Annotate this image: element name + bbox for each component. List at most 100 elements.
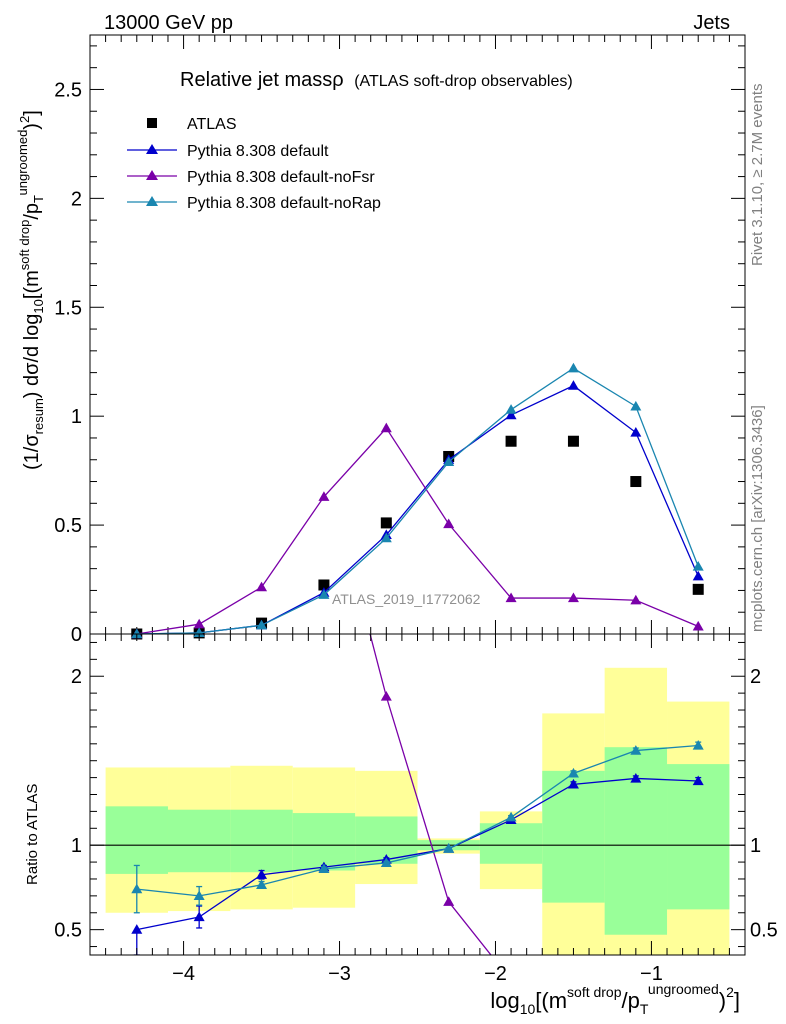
ratio-ytick-label-right: 2	[750, 666, 761, 688]
point-default	[567, 380, 579, 390]
ratio-point-noRap	[131, 883, 143, 894]
point-noFsr	[193, 618, 205, 629]
main-panel: 0 0.5 1 1.5 2 2.5 ATLAS_2019_I1772062 Relativ…	[15, 34, 746, 646]
main-ytick-label: 2	[71, 188, 82, 210]
ratio-point-noRap	[256, 879, 268, 890]
band-inner	[667, 764, 730, 910]
header-left: 13000 GeV pp	[104, 12, 233, 34]
watermark: ATLAS_2019_I1772062	[332, 591, 481, 607]
legend-marker-nofsr	[146, 170, 158, 180]
point-noFsr	[318, 491, 330, 501]
plot-title-sub: (ATLAS soft-drop observables)	[354, 73, 572, 90]
ratio-point-default	[193, 911, 205, 922]
ratio-point-default	[630, 772, 642, 783]
point-noFsr	[380, 422, 392, 433]
main-ticks	[90, 35, 745, 635]
ratio-point-noRap	[380, 857, 392, 868]
point-noRap	[443, 456, 455, 467]
legend-label-norap: Pythia 8.308 default-noRap	[187, 195, 381, 212]
ratio-ytick-label-right: 0.5	[750, 920, 778, 942]
ratio-ytick-labels: 0.5 0.5 1 1 2 2	[54, 666, 778, 941]
main-ytick-label: 0.5	[54, 515, 82, 537]
point-atlas	[318, 579, 330, 591]
ratio-line-default	[136, 777, 699, 931]
legend-marker-norap	[146, 196, 158, 206]
main-ytick-labels: 0 0.5 1 1.5 2 2.5	[54, 79, 82, 646]
plot-title: Relative jet massρ (ATLAS soft-drop obse…	[180, 69, 573, 91]
band-inner	[230, 809, 293, 873]
point-atlas	[567, 435, 579, 447]
ratio-point-noRap	[630, 745, 642, 755]
ratio-point-noFsr	[506, 975, 517, 985]
ratio-series	[131, 451, 704, 985]
main-series	[131, 362, 704, 640]
point-noRap	[193, 627, 205, 638]
xtick-label: −3	[328, 963, 351, 985]
point-noFsr	[630, 594, 642, 605]
ratio-point-default	[131, 924, 143, 934]
legend-label-default: Pythia 8.308 default	[187, 143, 329, 160]
band-inner	[167, 809, 231, 873]
point-noFsr	[567, 592, 579, 603]
ratio-point-noFsr	[318, 451, 329, 461]
legend-marker-default	[146, 144, 158, 154]
plot-title-main: Relative jet massρ	[180, 69, 344, 91]
ratio-ticks	[90, 634, 745, 955]
xtick-label: −4	[172, 963, 195, 985]
ratio-point-default	[567, 778, 579, 789]
point-noRap	[567, 362, 579, 373]
main-ylabel: (1/σresum) dσ/d log10[(msoft drop/pTungr…	[15, 110, 46, 470]
header-right: Jets	[693, 12, 730, 34]
ratio-line-noRap	[136, 744, 699, 897]
xtick-label: −2	[484, 963, 507, 985]
point-noFsr	[692, 620, 704, 631]
ratio-point-noRap	[443, 843, 455, 853]
band-inner	[542, 770, 605, 903]
xtick-labels: −4 −3 −2 −1	[172, 963, 663, 985]
series-line-noRap	[136, 367, 699, 635]
point-noRap	[131, 628, 143, 639]
main-ytick-label: 2.5	[54, 79, 82, 101]
ratio-point-noRap	[567, 767, 579, 778]
ratio-point-noRap	[193, 890, 205, 900]
point-default	[505, 409, 517, 420]
main-ytick-label: 0	[71, 624, 82, 646]
ratio-point-default	[692, 775, 704, 786]
point-atlas	[380, 517, 392, 529]
point-noRap	[692, 560, 704, 571]
ratio-panel: 0.5 0.5 1 1 2 2 −4 −3 −2 −1 Ratio to ATLAS log10…	[24, 451, 778, 1017]
band-inner	[292, 813, 356, 871]
point-noRap	[256, 619, 268, 630]
legend-label-atlas: ATLAS	[187, 116, 237, 133]
ratio-point-default	[256, 869, 268, 879]
point-default	[630, 427, 642, 437]
ratio-ytick-label: 2	[71, 666, 82, 688]
point-atlas	[630, 476, 642, 488]
point-noRap	[380, 532, 392, 543]
ratio-point-noFsr	[380, 691, 392, 701]
point-default	[692, 570, 704, 581]
point-noRap	[505, 404, 517, 414]
mcplots-label: mcplots.cern.ch [arXiv:1306.3436]	[749, 405, 766, 632]
point-noFsr	[505, 592, 517, 603]
rivet-label: Rivet 3.1.10, ≥ 2.7M events	[749, 84, 766, 267]
xtick-label: −1	[640, 963, 663, 985]
ratio-ylabel: Ratio to ATLAS	[24, 784, 41, 885]
ratio-ytick-label: 1	[71, 835, 82, 857]
ratio-point-noFsr	[443, 896, 455, 906]
point-noFsr	[256, 581, 268, 592]
point-atlas	[692, 583, 704, 595]
point-noFsr	[443, 518, 455, 529]
point-noRap	[630, 400, 642, 411]
ratio-ytick-label-right: 1	[750, 835, 761, 857]
point-atlas	[505, 435, 517, 447]
ratio-ytick-label: 0.5	[54, 920, 82, 942]
x-axis-label: log10[(msoft drop/pTungroomed)2]	[490, 981, 740, 1017]
legend-marker-atlas	[147, 118, 157, 128]
ratio-line-noFsr	[369, 634, 492, 955]
legend: ATLAS Pythia 8.308 default Pythia 8.308 …	[127, 116, 381, 212]
ratio-point-noRap	[692, 740, 704, 750]
band-inner	[105, 806, 168, 874]
series-line-noFsr	[136, 427, 699, 635]
